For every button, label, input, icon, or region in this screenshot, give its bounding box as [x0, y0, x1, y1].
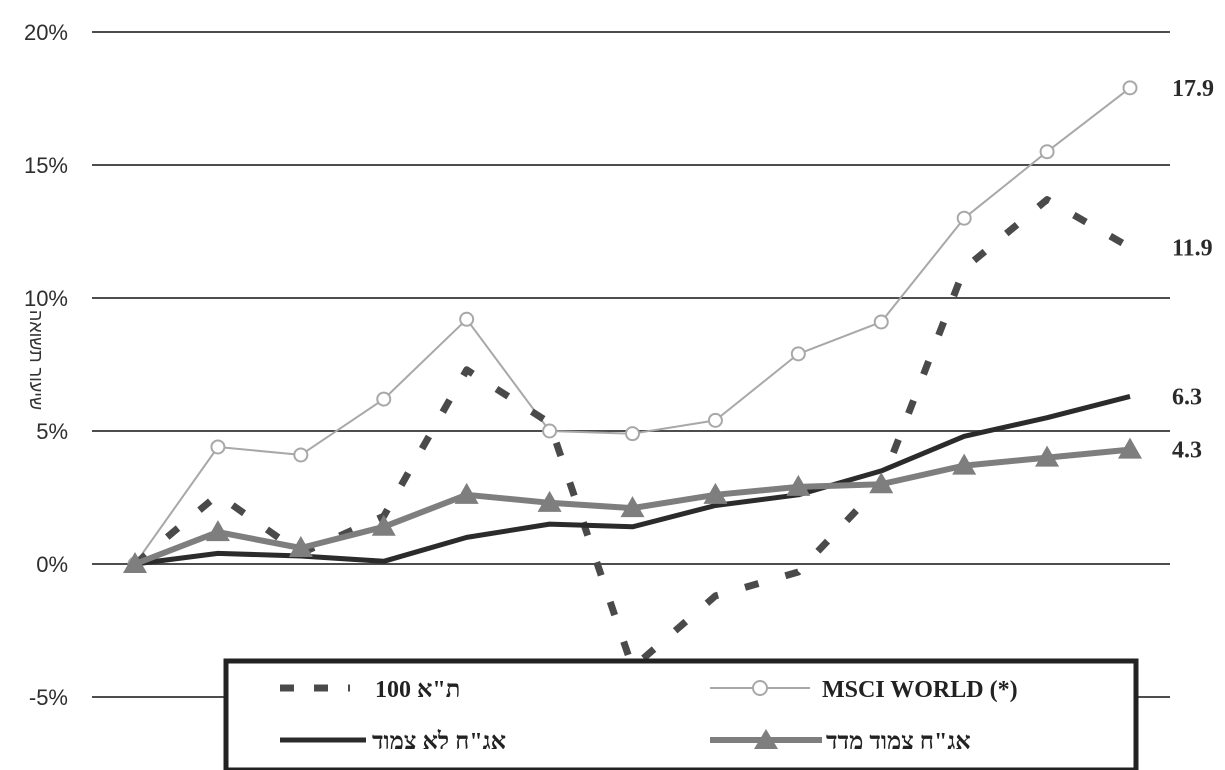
data-point: [869, 472, 894, 494]
data-point: [376, 391, 392, 407]
legend-label-ta100: 100 ת"א: [375, 677, 460, 703]
data-point: [790, 346, 806, 362]
legend: 100 ת"א MSCI WORLD (*) אג"ח לא צמוד אג"ח…: [223, 658, 1139, 770]
y-tick-label: -5%: [29, 685, 68, 710]
series-line: [134, 87, 1131, 565]
data-point: [288, 536, 313, 558]
data-point: [1039, 144, 1055, 160]
y-axis-label: שיעור תשואה: [26, 310, 46, 410]
data-point: [707, 412, 723, 428]
data-point: [620, 496, 645, 518]
end-label: 11.9: [1172, 235, 1213, 261]
data-point: [537, 490, 562, 512]
data-point: [542, 423, 558, 439]
data-point: [625, 426, 640, 442]
legend-label-msci: MSCI WORLD (*): [822, 677, 1018, 703]
data-point: [1118, 437, 1142, 459]
end-label: 4.3: [1172, 438, 1202, 464]
data-point: [1035, 445, 1060, 467]
end-label: 17.9: [1172, 76, 1214, 102]
legend-marker-cpi-bonds: [754, 729, 778, 749]
series-line: [134, 393, 1131, 567]
data-point: [703, 482, 728, 504]
series-2: [134, 393, 1131, 567]
data-point: [952, 453, 977, 475]
data-point: [1122, 80, 1138, 96]
data-point: [210, 439, 226, 455]
end-label: 6.3: [1172, 384, 1202, 410]
data-point: [123, 552, 147, 573]
legend-label-unlinked-bonds: אג"ח לא צמוד: [372, 729, 506, 755]
data-point: [371, 514, 396, 536]
data-point: [293, 447, 309, 463]
data-point: [873, 314, 889, 330]
legend-box: [223, 658, 1139, 770]
data-point: [956, 210, 972, 226]
end-labels: 17.9 11.9 6.3 4.3: [1172, 76, 1214, 464]
legend-marker-msci: [752, 680, 768, 696]
y-tick-label: 5%: [36, 419, 68, 444]
series-1: [127, 80, 1138, 572]
y-axis-ticks: -5% 0% 5% 10% 15% 20%: [24, 20, 68, 710]
y-tick-label: 20%: [24, 20, 68, 45]
data-point: [205, 520, 230, 542]
grid-lines: [92, 31, 1170, 698]
series-3: [123, 437, 1142, 573]
y-tick-label: 15%: [24, 153, 68, 178]
data-point: [786, 474, 811, 496]
y-tick-label: 0%: [36, 552, 68, 577]
data-point: [454, 482, 479, 504]
legend-label-cpi-bonds: אג"ח צמוד מדד: [826, 729, 971, 755]
series-layer: [123, 80, 1142, 672]
data-point: [459, 311, 475, 327]
y-tick-label: 10%: [24, 286, 68, 311]
